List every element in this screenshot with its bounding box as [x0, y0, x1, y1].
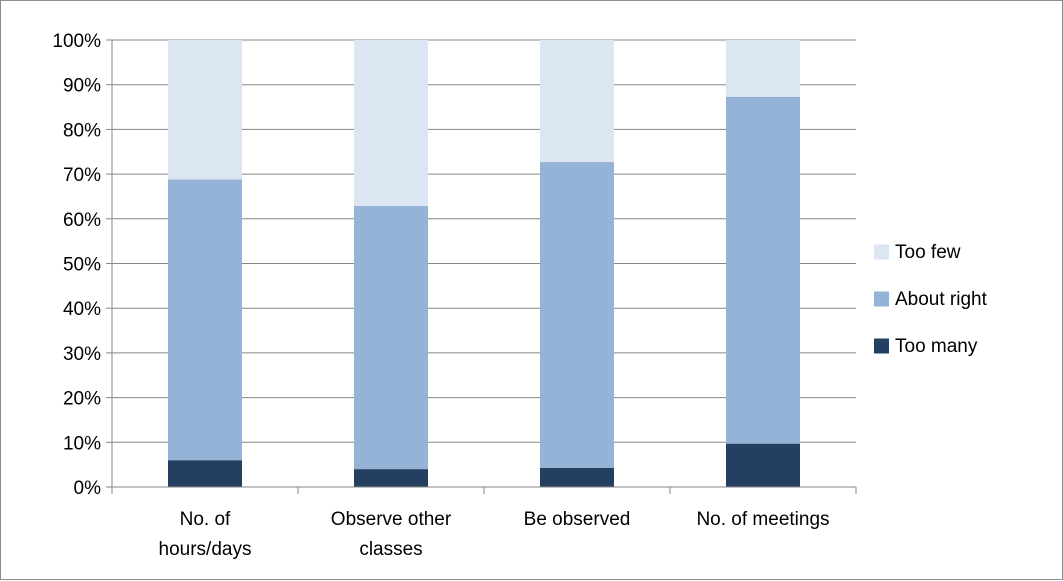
y-tick-label: 100%	[52, 31, 101, 52]
bar-too-few	[354, 40, 428, 206]
legend-swatch	[874, 338, 889, 354]
x-category-labels: No. of hours/days Observe other classes Be o…	[159, 509, 830, 560]
y-tick-label: 50%	[63, 255, 101, 276]
y-tick-label: 30%	[63, 344, 101, 365]
x-category-label: Be observed	[524, 509, 631, 530]
y-tick-label: 20%	[63, 389, 101, 410]
bars	[168, 40, 800, 487]
legend-swatch	[874, 244, 889, 260]
x-category-label: No. of meetings	[696, 509, 829, 530]
y-tick-label: 40%	[63, 299, 101, 320]
x-category-label: hours/days	[159, 539, 252, 560]
y-tick-labels: 0% 10% 20% 30% 40% 50% 60% 70% 80% 90% 100%	[52, 31, 101, 499]
bar-too-few	[726, 40, 800, 97]
x-category-label: No. of	[180, 509, 231, 530]
legend-label: Too many	[895, 336, 978, 357]
bar-too-few	[168, 40, 242, 180]
axes	[106, 39, 857, 494]
legend-label: Too few	[895, 242, 961, 263]
x-category-label: Observe other	[331, 509, 452, 530]
y-tick-label: 70%	[63, 165, 101, 186]
bar-about-right	[354, 205, 428, 470]
y-tick-label: 90%	[63, 76, 101, 97]
legend: Too few About right Too many	[874, 242, 988, 357]
bar-too-many	[540, 467, 614, 487]
y-tick-label: 0%	[74, 478, 102, 499]
x-category-label: classes	[359, 539, 422, 560]
bar-too-few	[540, 40, 614, 163]
y-tick-label: 60%	[63, 210, 101, 231]
bar-about-right	[726, 96, 800, 444]
bar-too-many	[726, 443, 800, 487]
y-tick-label: 80%	[63, 120, 101, 141]
legend-label: About right	[895, 289, 988, 310]
bar-about-right	[168, 179, 242, 461]
legend-swatch	[874, 291, 889, 307]
y-tick-label: 10%	[63, 433, 101, 454]
bar-about-right	[540, 162, 614, 468]
bar-too-many	[354, 469, 428, 487]
bar-too-many	[168, 460, 242, 487]
